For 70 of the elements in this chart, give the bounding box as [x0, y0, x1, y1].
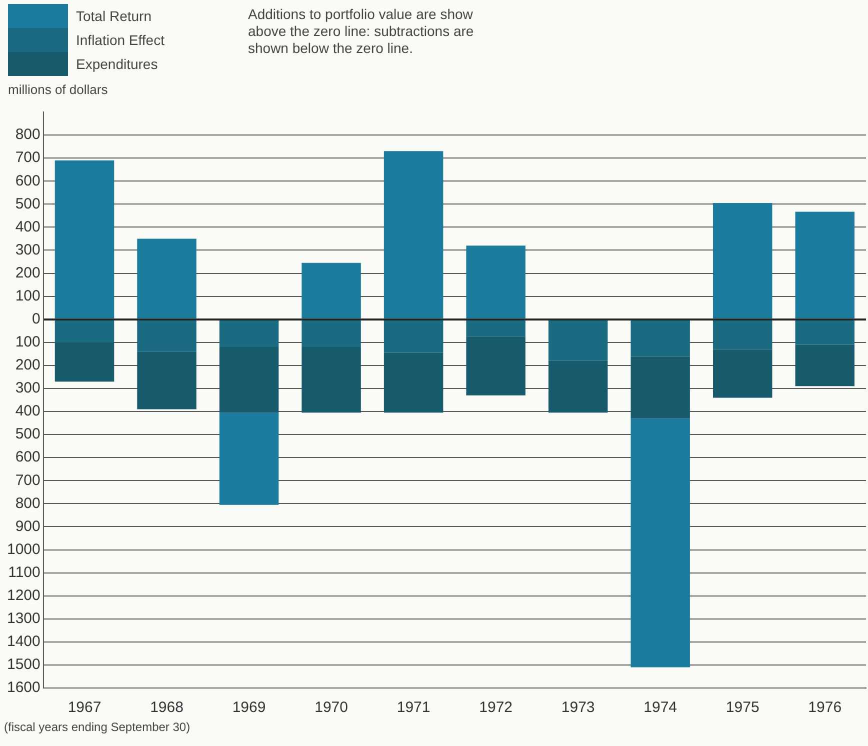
y-tick-label: 1100 [8, 564, 40, 581]
y-tick-label: 1500 [6, 656, 40, 674]
bar [137, 352, 196, 410]
y-tick-label: 100 [15, 287, 40, 304]
bar [795, 320, 854, 345]
y-tick-label: 500 [15, 195, 40, 212]
bar [219, 320, 279, 348]
y-tick-label: 400 [15, 402, 40, 420]
y-tick-label: 800 [15, 494, 40, 512]
x-tick-label: 1975 [726, 699, 760, 716]
x-tick-label: 1970 [314, 699, 348, 716]
y-tick-label: 1300 [6, 610, 40, 628]
bar [548, 320, 608, 361]
bar [466, 336, 526, 396]
x-tick-label: 1967 [68, 699, 102, 716]
y-tick-label: 700 [15, 472, 40, 489]
y-tick-label: 200 [15, 356, 40, 374]
y-tick-label: 400 [15, 218, 40, 236]
bar [712, 349, 772, 398]
y-tick-label: 700 [15, 149, 40, 166]
y-tick-label: 800 [15, 126, 40, 144]
bar [137, 238, 196, 318]
y-axis-title: millions of dollars [7, 82, 109, 99]
text: Additions to portfolio value are show above the zero line: subtractions are shown below the zero line. [248, 5, 475, 58]
y-tick-label: 200 [15, 264, 40, 282]
bar [384, 320, 444, 353]
x-tick-label: 1969 [232, 699, 266, 716]
y-tick-label: 300 [15, 241, 40, 258]
bar [712, 320, 772, 350]
y-tick-label: 500 [15, 426, 40, 443]
y-tick-label: 600 [15, 448, 40, 466]
y-tick-label: 900 [15, 518, 40, 535]
y-tick-label: 0 [32, 310, 40, 328]
legend-label: Total Return [76, 8, 152, 24]
bar [302, 347, 361, 413]
text: (fiscal years ending September 30) [3, 720, 192, 734]
x-tick-label: 1976 [808, 699, 842, 716]
bar [302, 320, 361, 348]
bar [630, 356, 690, 418]
bar [548, 360, 608, 413]
bar [630, 418, 690, 668]
x-tick-label: 1968 [150, 699, 184, 716]
x-tick-label: 1972 [479, 699, 513, 716]
bar [219, 412, 279, 505]
y-tick-label: 1200 [6, 586, 40, 604]
legend-label: Expenditures [76, 56, 158, 72]
bar [712, 203, 772, 318]
bar [466, 246, 526, 318]
bar [54, 320, 114, 342]
bar [54, 160, 114, 318]
x-tick-label: 1971 [396, 699, 430, 716]
bar [302, 262, 361, 318]
bar [384, 151, 444, 318]
bar [219, 347, 279, 413]
legend-label: Inflation Effect [76, 32, 164, 48]
y-tick-label: 300 [15, 380, 40, 397]
bar [137, 320, 196, 352]
bar [630, 320, 690, 356]
bar [795, 212, 854, 318]
x-tick-label: 1973 [561, 699, 595, 716]
bar [384, 352, 444, 413]
bar [795, 344, 854, 386]
x-tick-label: 1974 [644, 699, 678, 716]
y-tick-label: 1600 [6, 679, 40, 696]
y-tick-label: 1000 [6, 540, 40, 558]
y-tick-label: 600 [15, 172, 40, 190]
y-tick-label: 100 [15, 334, 40, 351]
bar [54, 342, 114, 382]
y-tick-label: 1400 [6, 633, 40, 650]
bar [466, 320, 526, 337]
